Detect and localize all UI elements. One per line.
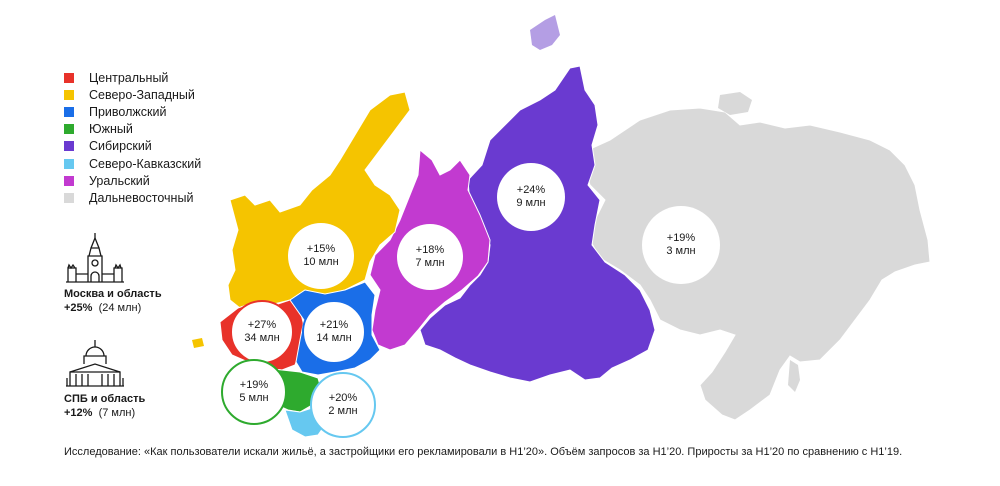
bubble-growth: +27% [247, 319, 277, 331]
city-spb: СПБ и область +12% (7 млн) [64, 392, 145, 420]
legend-swatch [64, 89, 74, 100]
legend-label: Северо-Кавказский [89, 156, 202, 171]
legend-label: Южный [89, 122, 133, 137]
bubble-central: +27% 34 млн [230, 300, 294, 364]
legend-swatch [64, 158, 74, 169]
bubble-growth: +15% [306, 243, 336, 255]
city-volume: (7 млн) [98, 407, 136, 419]
legend-item-northwest: Северо-Западный [64, 86, 201, 103]
legend-swatch [64, 175, 74, 186]
bubble-growth: +21% [319, 319, 349, 331]
bubble-growth: +19% [239, 379, 269, 391]
cathedral-icon [66, 340, 124, 387]
footer-note: Исследование: «Как пользователи искали ж… [64, 446, 903, 458]
legend-item-central: Центральный [64, 69, 201, 86]
city-moscow: Москва и область +25% (24 млн) [64, 287, 162, 315]
legend-swatch [64, 192, 74, 203]
bubble-volume: 9 млн [516, 197, 546, 209]
legend-swatch [64, 72, 74, 83]
legend-item-ural: Уральский [64, 172, 201, 189]
bubble-volga: +21% 14 млн [302, 300, 366, 364]
bubble-siberia: +24% 9 млн [497, 163, 565, 231]
city-growth: +12% [64, 407, 93, 419]
kremlin-tower-icon [66, 233, 124, 283]
city-name: Москва и область [64, 288, 162, 300]
legend-label: Уральский [89, 173, 150, 188]
bubble-volume: 3 млн [666, 245, 696, 257]
bubble-volume: 34 млн [244, 332, 280, 344]
bubble-northcaucasus: +20% 2 млн [310, 372, 376, 438]
bubble-ural: +18% 7 млн [397, 224, 463, 290]
region-far-east [584, 107, 931, 421]
bubble-northwest: +15% 10 млн [288, 223, 354, 289]
bubble-fareast: +19% 3 млн [642, 206, 720, 284]
bubble-volume: 7 млн [415, 257, 445, 269]
region-far-east-island [718, 92, 752, 115]
legend-label: Приволжский [89, 104, 167, 119]
city-name: СПБ и область [64, 393, 146, 405]
legend-label: Центральный [89, 70, 169, 85]
region-siberia-islands [530, 15, 560, 50]
bubble-volume: 2 млн [328, 405, 358, 417]
legend-swatch [64, 141, 74, 152]
map-legend: Центральный Северо-Западный Приволжский … [64, 69, 201, 207]
legend-item-north-caucasus: Северо-Кавказский [64, 155, 201, 172]
bubble-growth: +20% [328, 392, 358, 404]
legend-label: Сибирский [89, 139, 152, 154]
legend-label: Дальневосточный [89, 190, 194, 205]
bubble-growth: +19% [666, 232, 696, 244]
legend-item-siberia: Сибирский [64, 138, 201, 155]
bubble-south: +19% 5 млн [221, 359, 287, 425]
bubble-volume: 5 млн [239, 392, 269, 404]
legend-swatch [64, 106, 74, 117]
legend-label: Северо-Западный [89, 87, 195, 102]
bubble-growth: +18% [415, 244, 445, 256]
legend-item-south: Южный [64, 121, 201, 138]
region-far-east-sakhalin [788, 360, 800, 392]
legend-item-volga: Приволжский [64, 103, 201, 120]
bubble-volume: 10 млн [303, 256, 339, 268]
city-volume: (24 млн) [98, 302, 142, 314]
city-growth: +25% [64, 302, 93, 314]
region-kaliningrad [192, 338, 204, 348]
legend-item-far-east: Дальневосточный [64, 189, 201, 206]
bubble-volume: 14 млн [316, 332, 352, 344]
bubble-growth: +24% [516, 184, 546, 196]
legend-swatch [64, 124, 74, 135]
